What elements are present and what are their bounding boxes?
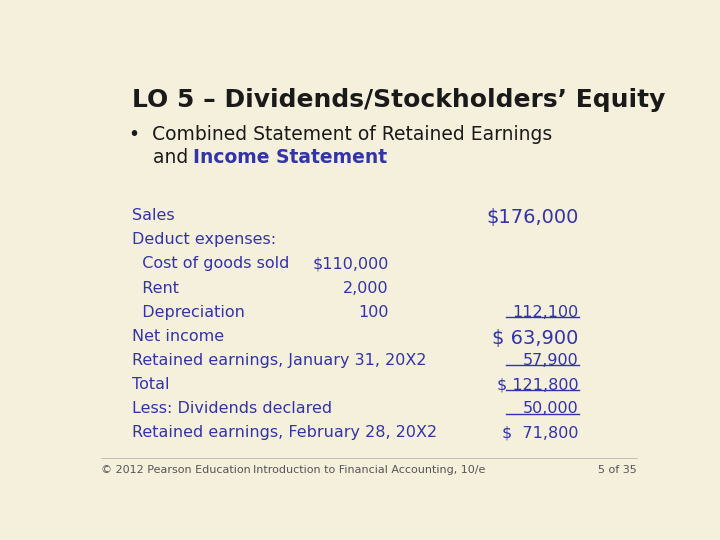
Text: Net income: Net income [132, 329, 224, 344]
Text: © 2012 Pearson Education: © 2012 Pearson Education [101, 465, 251, 475]
Text: Income Statement: Income Statement [193, 148, 387, 167]
Text: 5 of 35: 5 of 35 [598, 465, 637, 475]
Text: Total: Total [132, 377, 169, 392]
Text: Cost of goods sold: Cost of goods sold [132, 256, 289, 272]
Text: 57,900: 57,900 [523, 353, 578, 368]
Text: $176,000: $176,000 [486, 208, 578, 227]
Text: Less: Dividends declared: Less: Dividends declared [132, 401, 332, 416]
Text: $  71,800: $ 71,800 [502, 426, 578, 440]
Text: Rent: Rent [132, 281, 179, 295]
Text: Deduct expenses:: Deduct expenses: [132, 232, 276, 247]
Text: Introduction to Financial Accounting, 10/e: Introduction to Financial Accounting, 10… [253, 465, 485, 475]
Text: $110,000: $110,000 [312, 256, 389, 272]
Text: 50,000: 50,000 [523, 401, 578, 416]
Text: Sales: Sales [132, 208, 174, 223]
Text: $ 63,900: $ 63,900 [492, 329, 578, 348]
Text: $ 121,800: $ 121,800 [497, 377, 578, 392]
Text: 112,100: 112,100 [512, 305, 578, 320]
Text: Retained earnings, January 31, 20X2: Retained earnings, January 31, 20X2 [132, 353, 426, 368]
Text: •  Combined Statement of Retained Earnings: • Combined Statement of Retained Earning… [129, 125, 552, 144]
Text: 100: 100 [358, 305, 389, 320]
Text: LO 5 – Dividends/Stockholders’ Equity: LO 5 – Dividends/Stockholders’ Equity [132, 87, 665, 112]
Text: 2,000: 2,000 [343, 281, 389, 295]
Text: and: and [129, 148, 194, 167]
Text: Depreciation: Depreciation [132, 305, 245, 320]
Text: Retained earnings, February 28, 20X2: Retained earnings, February 28, 20X2 [132, 426, 437, 440]
